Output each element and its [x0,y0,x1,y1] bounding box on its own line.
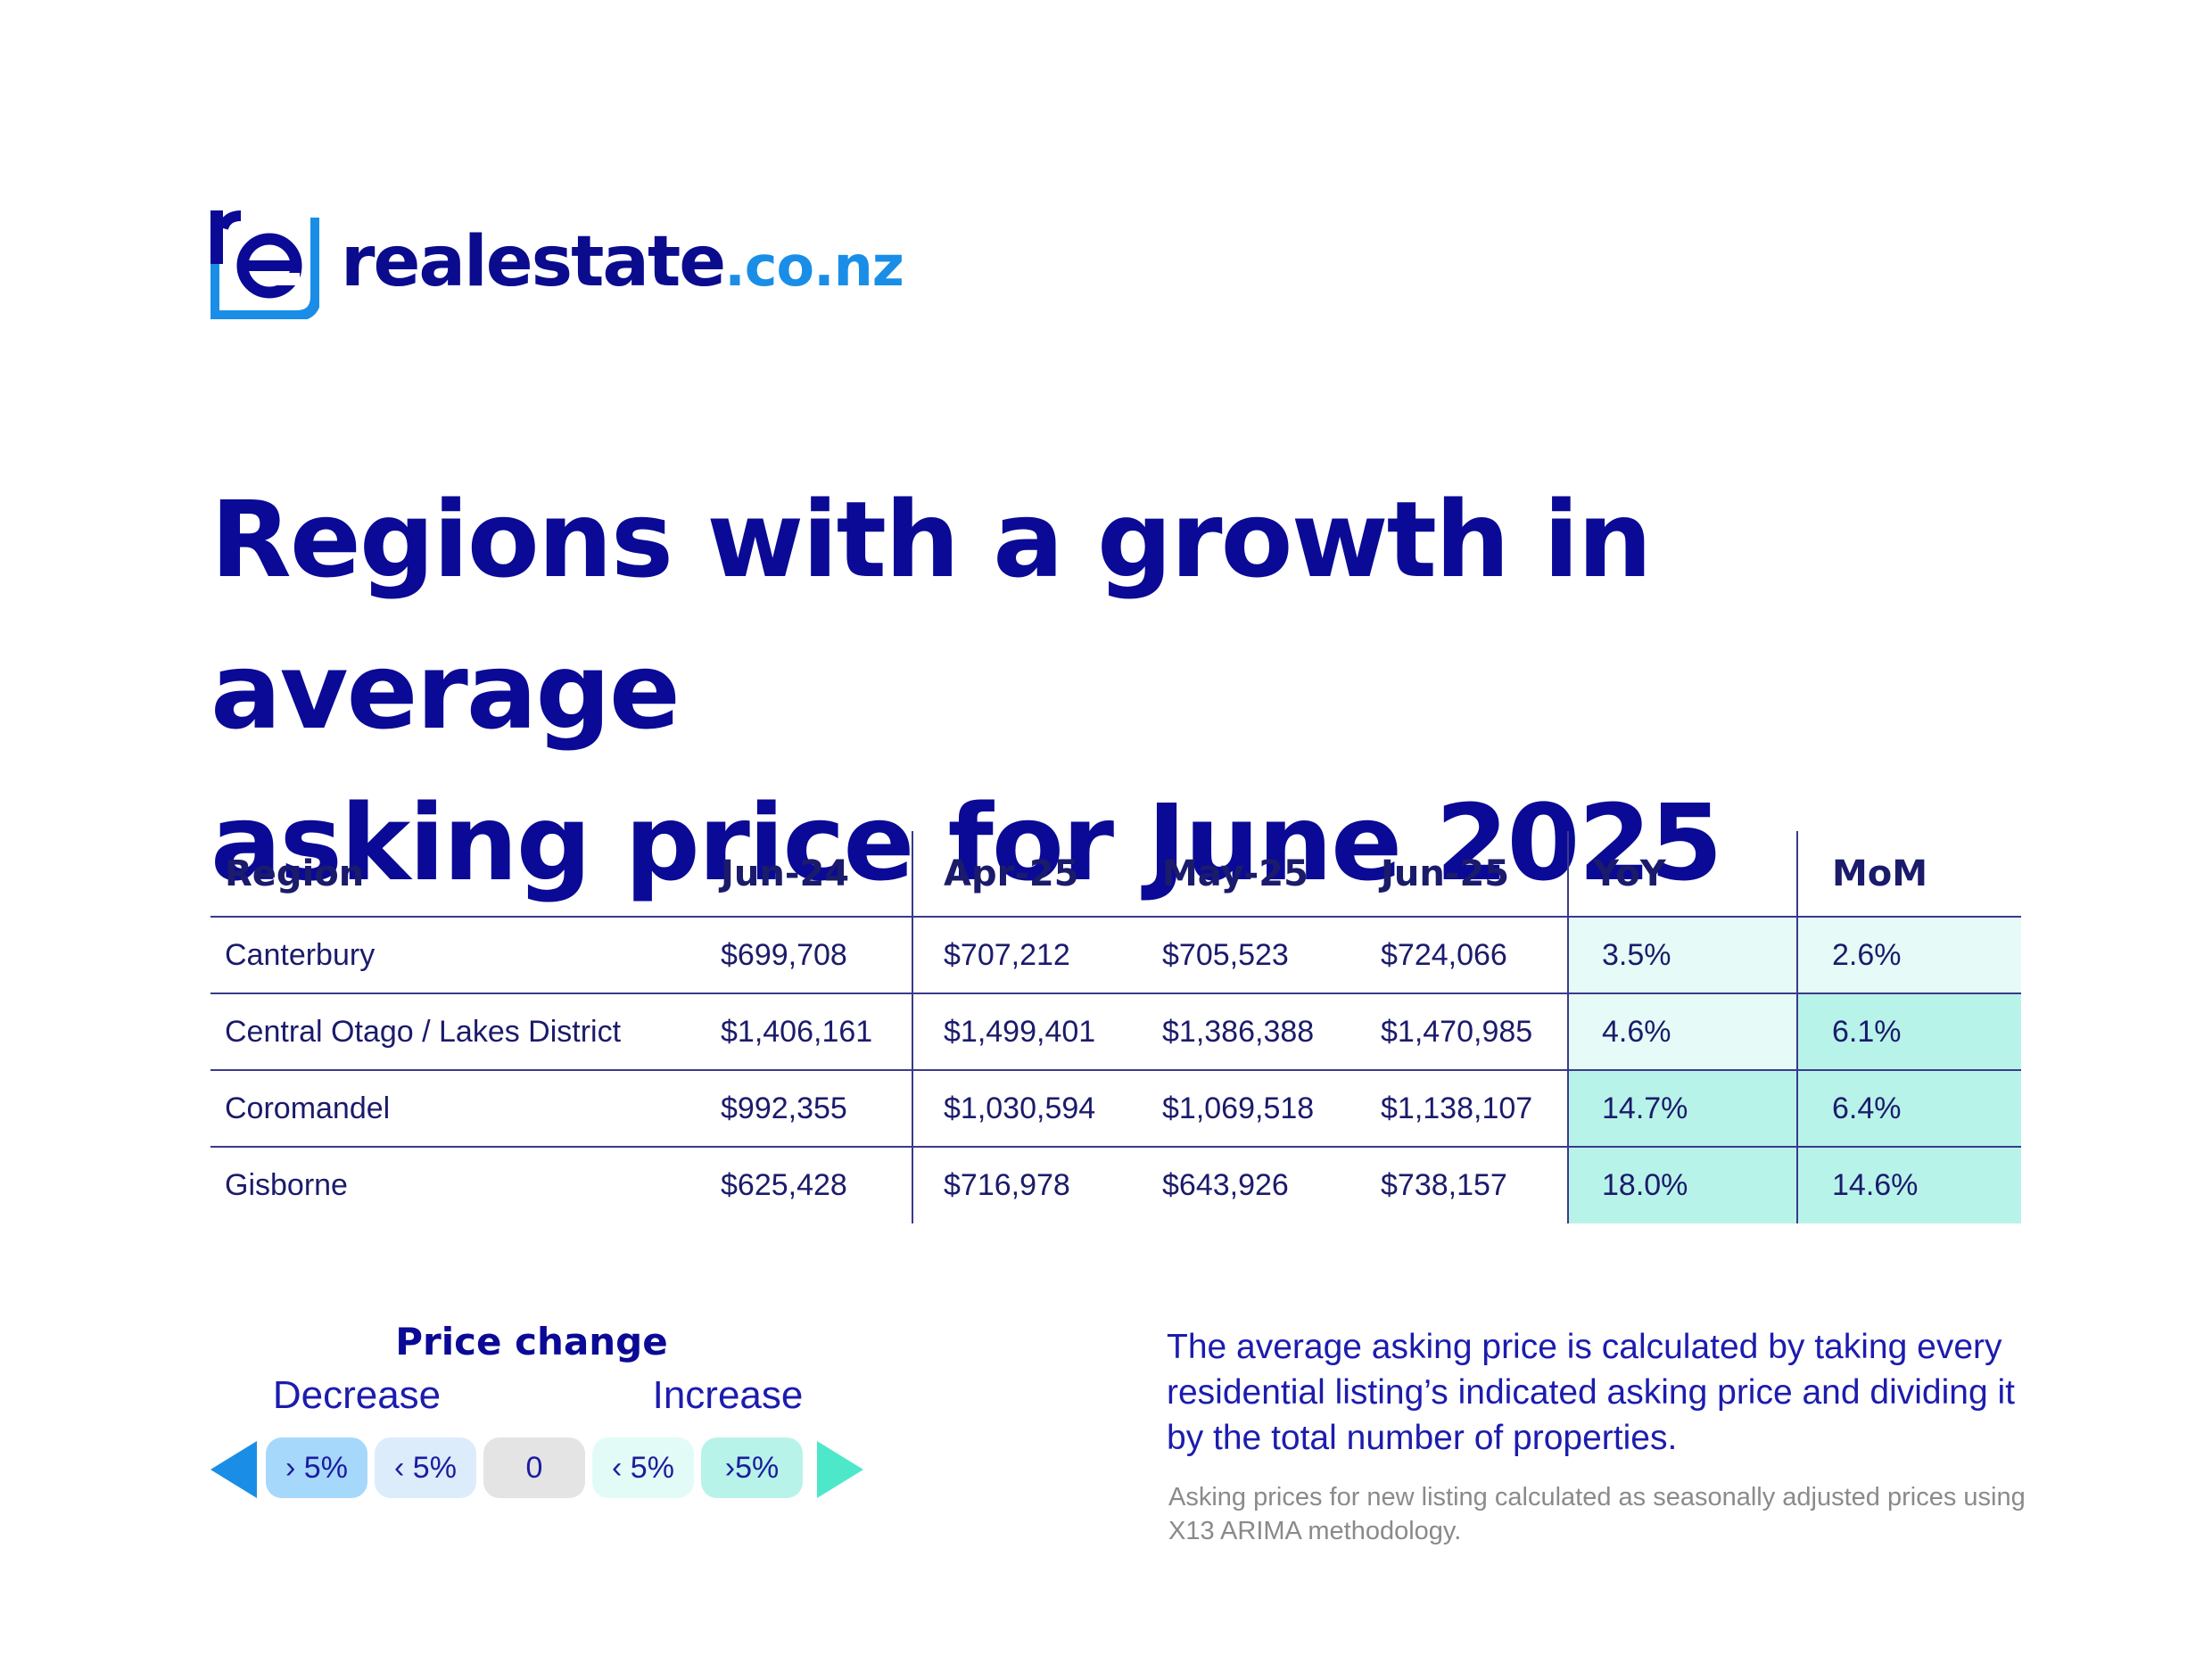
arrow-left-icon [210,1441,257,1498]
column-divider [912,831,913,1223]
header-jun-24: Jun-24 [721,853,850,894]
cell-jun-25: $1,138,107 [1381,1091,1533,1125]
legend-pill-increase-small: ‹ 5% [592,1437,694,1498]
logo-icon [210,210,319,319]
brand-tld: .co.nz [724,234,904,299]
cell-region: Coromandel [225,1091,391,1125]
cell-yoy: 14.7% [1602,1091,1688,1125]
page-title-line-1: Regions with a growth in average [210,478,1653,753]
cell-yoy: 4.6% [1602,1014,1671,1049]
page-title: Regions with a growth in average asking … [210,464,2084,918]
row-divider [210,1069,2021,1071]
cell-apr-25: $1,499,401 [944,1014,1096,1049]
cell-may-25: $1,069,518 [1162,1091,1315,1125]
column-divider [1567,831,1569,1223]
cell-apr-25: $1,030,594 [944,1091,1096,1125]
header-yoy: YoY [1593,853,1666,894]
legend-increase-label: Increase [652,1373,804,1417]
cell-region: Gisborne [225,1167,348,1202]
mom-bg-row-2 [1796,993,2021,1070]
header-region: Region [225,853,365,894]
header-mom: MoM [1832,853,1928,894]
yoy-bg-row-1 [1568,917,1796,993]
cell-yoy: 18.0% [1602,1167,1688,1202]
cell-yoy: 3.5% [1602,937,1671,972]
brand-logo: realestate.co.nz [210,210,904,319]
yoy-bg-row-4 [1568,1147,1796,1223]
row-divider [210,916,2021,918]
cell-jun-24: $625,428 [721,1167,847,1202]
cell-mom: 6.1% [1832,1014,1902,1049]
cell-may-25: $705,523 [1162,937,1289,972]
page-title-line-2: asking price for June 2025 [210,781,1723,904]
yoy-bg-row-2 [1568,993,1796,1070]
mom-bg-row-3 [1796,1070,2021,1147]
cell-mom: 2.6% [1832,937,1902,972]
price-table: Region Jun-24 Apr-25 May-25 Jun-25 YoY M… [210,831,2021,1223]
header-jun-25: Jun-25 [1381,853,1510,894]
row-divider [210,1146,2021,1148]
brand-name: realestate [341,222,726,302]
cell-jun-24: $1,406,161 [721,1014,873,1049]
cell-region: Central Otago / Lakes District [225,1014,622,1049]
legend-pill-decrease-large: › 5% [266,1437,367,1498]
legend-pill-decrease-small: ‹ 5% [375,1437,476,1498]
mom-bg-row-1 [1796,917,2021,993]
methodology-note: The average asking price is calculated b… [1167,1328,2015,1457]
yoy-bg-row-3 [1568,1070,1796,1147]
header-apr-25: Apr-25 [944,853,1079,894]
cell-jun-25: $1,470,985 [1381,1014,1533,1049]
cell-may-25: $643,926 [1162,1167,1289,1202]
column-divider [1796,831,1798,1223]
cell-jun-24: $699,708 [721,937,847,972]
cell-jun-24: $992,355 [721,1091,847,1125]
cell-jun-25: $724,066 [1381,937,1507,972]
legend-decrease-label: Decrease [272,1373,442,1417]
legend-title: Price change [395,1320,668,1363]
brand-wordmark: realestate.co.nz [341,227,904,297]
mom-bg-row-4 [1796,1147,2021,1223]
cell-jun-25: $738,157 [1381,1167,1507,1202]
cell-apr-25: $716,978 [944,1167,1070,1202]
arrow-right-icon [817,1441,863,1498]
legend-scale: › 5% ‹ 5% 0 ‹ 5% ›5% [210,1437,871,1502]
methodology-footnote: Asking prices for new listing calculated… [1168,1483,2026,1545]
legend-pill-zero: 0 [483,1437,585,1498]
cell-apr-25: $707,212 [944,937,1070,972]
cell-mom: 6.4% [1832,1091,1902,1125]
header-may-25: May-25 [1162,853,1308,894]
row-divider [210,992,2021,994]
cell-may-25: $1,386,388 [1162,1014,1315,1049]
legend-pill-increase-large: ›5% [701,1437,803,1498]
cell-mom: 14.6% [1832,1167,1919,1202]
cell-region: Canterbury [225,937,376,972]
